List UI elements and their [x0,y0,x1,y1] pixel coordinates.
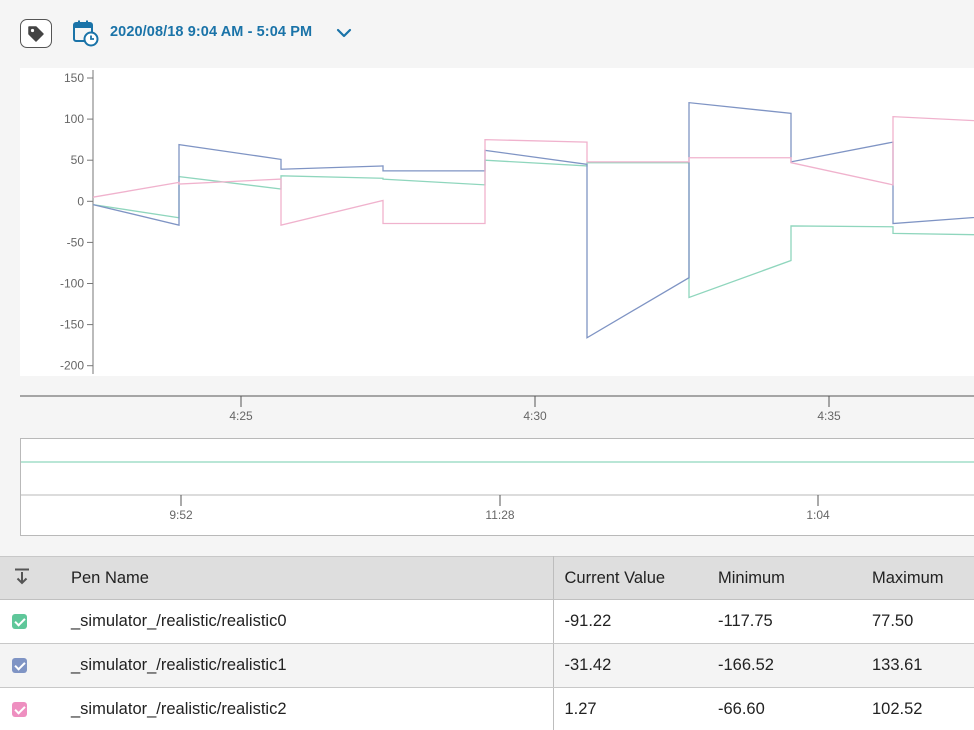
series-line[interactable] [92,159,974,299]
x-tick-label: 4:35 [817,409,841,423]
nav-tick-label: 11:28 [485,508,514,522]
time-axis: 4:25 4:30 4:35 [20,395,974,423]
table-row[interactable]: _simulator_/realistic/realistic2 1.27 -6… [0,687,974,730]
table-header-row: Pen Name Current Value Minimum Maximum [0,556,974,600]
maximum-header[interactable]: Maximum [861,556,974,600]
minimum-cell: -66.60 [707,687,861,730]
overview-navigator[interactable]: 9:52 11:28 1:04 [20,438,974,536]
nav-tick-label: 9:52 [169,508,193,522]
y-tick-label: 100 [64,112,84,126]
y-tick-label: -200 [60,359,84,373]
minimum-header[interactable]: Minimum [707,556,861,600]
current-value-cell: 1.27 [553,687,707,730]
toolbar: 2020/08/18 9:04 AM - 5:04 PM [0,0,974,66]
pen-name-header[interactable]: Pen Name [50,556,554,600]
tag-button[interactable] [20,19,52,48]
trend-chart-svg: 150 100 50 0 -50 -100 -150 -200 [60,70,974,374]
x-tick-label: 4:25 [229,409,253,423]
maximum-cell: 77.50 [861,599,974,644]
table-row[interactable]: _simulator_/realistic/realistic0 -91.22 … [0,599,974,644]
y-tick-label: 0 [77,194,84,208]
maximum-cell: 133.61 [861,643,974,688]
current-value-header[interactable]: Current Value [553,556,707,600]
minimum-cell: -166.52 [707,643,861,688]
table-row[interactable]: _simulator_/realistic/realistic1 -31.42 … [0,643,974,688]
series-line[interactable] [92,101,974,339]
pen-checkbox[interactable] [12,614,27,630]
y-tick-label: -150 [60,318,84,332]
y-tick-label: 150 [64,71,84,85]
y-tick-label: -50 [67,235,85,249]
pen-name-cell: _simulator_/realistic/realistic1 [50,643,554,688]
sort-column-header[interactable] [0,556,50,600]
navigator-svg: 9:52 11:28 1:04 [21,461,974,522]
nav-tick-label: 1:04 [806,508,830,522]
y-tick-label: -100 [60,277,84,291]
x-tick-label: 4:30 [523,409,547,423]
calendar-clock-icon[interactable] [72,19,100,47]
pen-name-cell: _simulator_/realistic/realistic2 [50,687,554,730]
pen-table: Pen Name Current Value Minimum Maximum _… [0,556,974,730]
minimum-cell: -117.75 [707,599,861,644]
current-value-cell: -31.42 [553,643,707,688]
maximum-cell: 102.52 [861,687,974,730]
pen-checkbox[interactable] [12,702,27,718]
current-value-cell: -91.22 [553,599,707,644]
date-range-label[interactable]: 2020/08/18 9:04 AM - 5:04 PM [110,24,313,40]
chevron-down-icon[interactable] [335,26,353,40]
series-line[interactable] [92,115,974,226]
pen-checkbox[interactable] [12,658,27,674]
tag-icon [28,25,44,42]
pen-name-cell: _simulator_/realistic/realistic0 [50,599,554,644]
sort-down-icon[interactable] [12,566,32,586]
trend-chart[interactable]: 150 100 50 0 -50 -100 -150 -200 [20,68,974,376]
y-tick-label: 50 [71,153,85,167]
